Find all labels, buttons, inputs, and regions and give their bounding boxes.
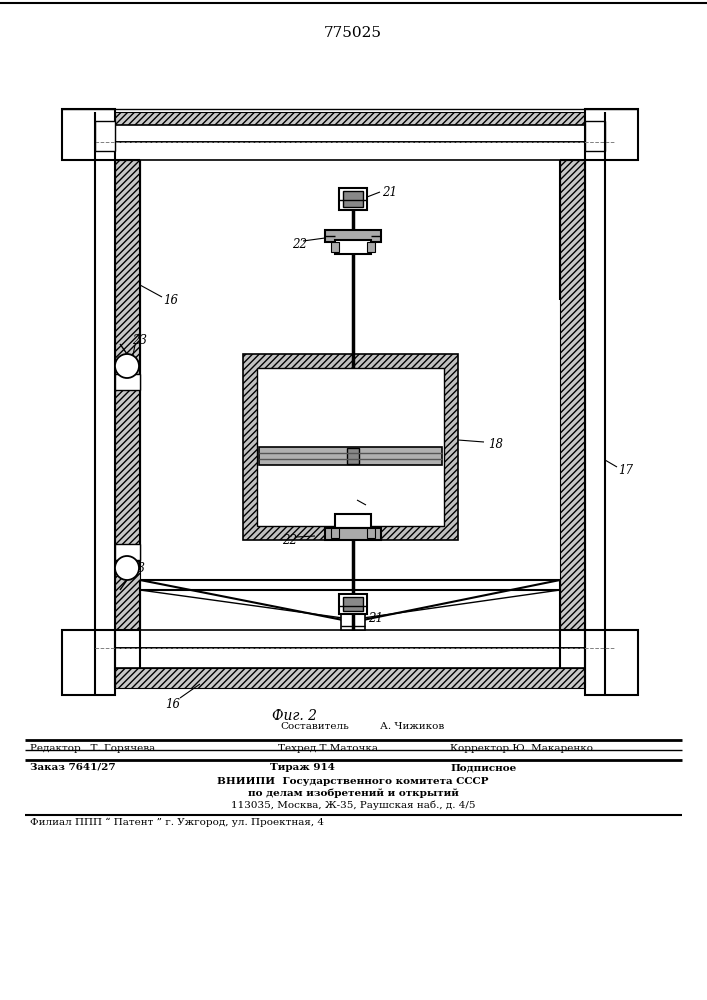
Bar <box>95 121 115 151</box>
Text: А. Чижиков: А. Чижиков <box>380 722 444 731</box>
Text: 775025: 775025 <box>324 26 382 40</box>
Bar <box>343 191 363 207</box>
Bar <box>243 354 458 540</box>
Text: Тираж 914: Тираж 914 <box>270 763 335 772</box>
Bar <box>115 630 585 648</box>
Bar <box>335 514 371 528</box>
Bar <box>325 528 381 540</box>
Bar <box>560 160 585 668</box>
Text: 23: 23 <box>130 562 145 574</box>
Text: Составитель: Составитель <box>280 722 349 731</box>
Bar <box>339 594 367 614</box>
Bar <box>343 597 363 611</box>
Bar <box>115 668 585 688</box>
Text: по делам изобретений и открытий: по делам изобретений и открытий <box>247 789 458 798</box>
Bar <box>259 447 442 465</box>
Circle shape <box>115 354 139 378</box>
Bar <box>585 121 605 151</box>
Text: Фиг. 2: Фиг. 2 <box>272 709 317 723</box>
Text: Подписное: Подписное <box>450 763 516 772</box>
Text: 19: 19 <box>415 442 430 454</box>
Bar <box>62 109 115 160</box>
Bar <box>585 109 638 160</box>
Bar <box>115 648 585 668</box>
Bar <box>347 448 359 464</box>
Bar <box>335 240 371 254</box>
Text: 17: 17 <box>618 464 633 477</box>
Text: 16: 16 <box>165 698 180 710</box>
Bar <box>331 242 339 252</box>
Bar <box>115 125 585 142</box>
Text: 113035, Москва, Ж-35, Раушская наб., д. 4/5: 113035, Москва, Ж-35, Раушская наб., д. … <box>230 801 475 810</box>
Text: Редактор   Т. Горячева: Редактор Т. Горячева <box>30 744 156 753</box>
Bar <box>331 528 339 538</box>
Bar <box>367 528 375 538</box>
Bar <box>62 630 115 695</box>
Text: 23: 23 <box>132 334 147 347</box>
Text: ВНИИПИ  Государственного комитета СССР: ВНИИПИ Государственного комитета СССР <box>217 777 489 786</box>
Bar <box>257 368 444 526</box>
Text: Филиал ППП “ Патент ” г. Ужгород, ул. Проектная, 4: Филиал ППП “ Патент ” г. Ужгород, ул. Пр… <box>30 818 324 827</box>
Text: 16: 16 <box>163 294 178 306</box>
Bar <box>339 188 367 210</box>
Text: 20: 20 <box>368 502 383 514</box>
Bar <box>115 112 585 125</box>
Bar <box>325 230 381 242</box>
Bar <box>115 544 140 560</box>
Text: 21: 21 <box>382 186 397 198</box>
Text: Заказ 7641/27: Заказ 7641/27 <box>30 763 116 772</box>
Text: Техред Т.Маточка: Техред Т.Маточка <box>278 744 378 753</box>
Bar <box>341 612 365 630</box>
Circle shape <box>115 556 139 580</box>
Text: 22: 22 <box>292 237 307 250</box>
Bar <box>115 142 585 160</box>
Bar <box>367 242 375 252</box>
Bar <box>585 630 638 695</box>
Text: Корректор Ю. Макаренко: Корректор Ю. Макаренко <box>450 744 593 753</box>
Text: 18: 18 <box>488 438 503 452</box>
Bar <box>115 374 140 390</box>
Text: 21: 21 <box>368 611 383 624</box>
Bar <box>115 160 140 668</box>
Text: 22: 22 <box>282 534 297 546</box>
